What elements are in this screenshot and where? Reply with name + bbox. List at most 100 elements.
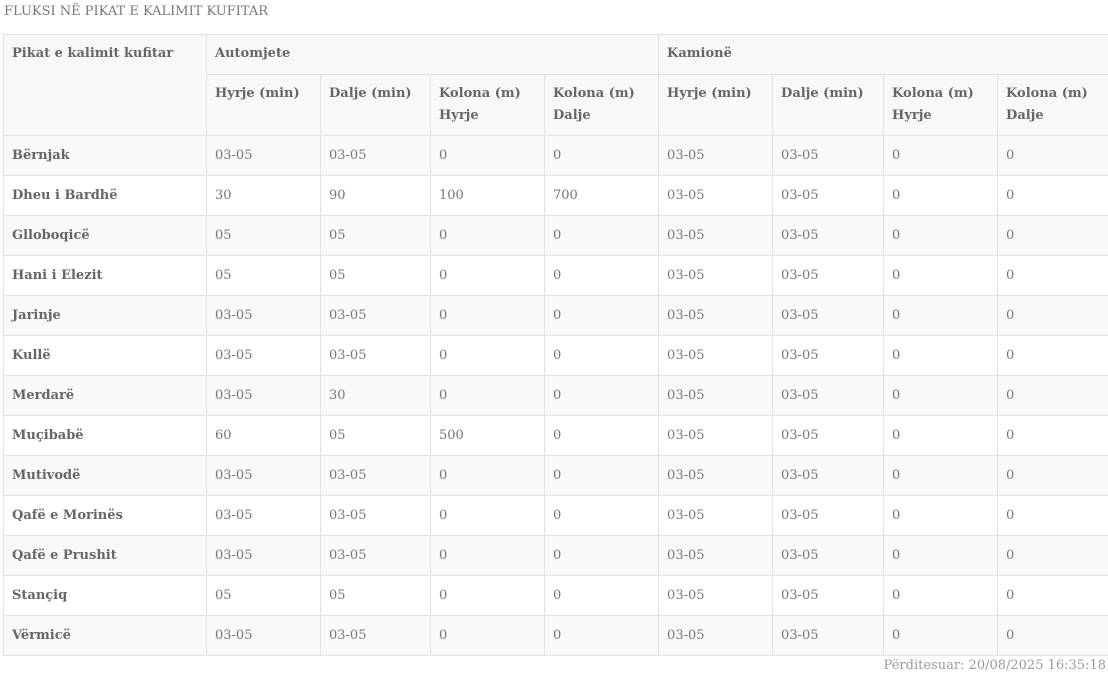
crossing-name: Stançiq xyxy=(3,575,207,616)
table-cell: 0 xyxy=(430,615,545,656)
table-cell: 03-05 xyxy=(320,335,431,376)
crossing-name: Mutivodë xyxy=(3,455,207,496)
table-cell: 0 xyxy=(997,255,1108,296)
table-cell: 0 xyxy=(543,495,660,536)
crossing-name: Vërmicë xyxy=(3,615,207,656)
table-cell: 0 xyxy=(883,215,999,256)
table-cell: 03-05 xyxy=(658,375,774,416)
table-cell: 0 xyxy=(543,335,660,376)
table-cell: 0 xyxy=(543,415,660,456)
table-cell: 0 xyxy=(430,575,545,616)
table-cell: 0 xyxy=(430,455,545,496)
table-cell: 0 xyxy=(997,335,1108,376)
table-cell: 03-05 xyxy=(658,255,774,296)
table-cell: 0 xyxy=(543,295,660,336)
table-cell: 05 xyxy=(320,255,431,296)
crossing-name: Muçibabë xyxy=(3,415,207,456)
crossing-name: Qafë e Morinës xyxy=(3,495,207,536)
table-cell: 03-05 xyxy=(658,455,774,496)
table-cell: 03-05 xyxy=(658,135,774,176)
table-cell: 30 xyxy=(206,175,321,216)
header-crossing-point: Pikat e kalimit kufitar xyxy=(3,34,207,136)
table-cell: 03-05 xyxy=(658,495,774,536)
table-cell: 0 xyxy=(997,215,1108,256)
table-cell: 0 xyxy=(997,295,1108,336)
column-header: Kolona (m) Hyrje xyxy=(883,74,999,136)
table-cell: 0 xyxy=(430,295,545,336)
crossing-name: Jarinje xyxy=(3,295,207,336)
header-row-groups: Pikat e kalimit kufitar Automjete Kamion… xyxy=(3,34,1108,136)
table-cell: 03-05 xyxy=(320,495,431,536)
table-row: Bërnjak 03-05 03-05 0 0 03-05 03-05 0 0 xyxy=(3,135,1108,176)
table-cell: 0 xyxy=(883,495,999,536)
crossing-name: Bërnjak xyxy=(3,135,207,176)
table-cell: 03-05 xyxy=(206,495,321,536)
table-cell: 03-05 xyxy=(658,335,774,376)
table-cell: 03-05 xyxy=(772,455,885,496)
table-cell: 05 xyxy=(320,415,431,456)
table-cell: 03-05 xyxy=(206,535,321,576)
table-cell: 03-05 xyxy=(772,175,885,216)
table-cell: 03-05 xyxy=(772,255,885,296)
table-cell: 03-05 xyxy=(658,535,774,576)
table-cell: 0 xyxy=(430,135,545,176)
table-cell: 03-05 xyxy=(206,295,321,336)
table-cell: 05 xyxy=(206,575,321,616)
table-cell: 0 xyxy=(997,415,1108,456)
table-cell: 0 xyxy=(883,255,999,296)
table-cell: 0 xyxy=(883,575,999,616)
table-cell: 03-05 xyxy=(772,535,885,576)
table-cell: 0 xyxy=(883,535,999,576)
crossing-name: Kullë xyxy=(3,335,207,376)
table-cell: 03-05 xyxy=(772,375,885,416)
table-cell: 03-05 xyxy=(772,495,885,536)
table-cell: 03-05 xyxy=(206,335,321,376)
table-cell: 03-05 xyxy=(658,295,774,336)
table-cell: 03-05 xyxy=(658,615,774,656)
table-row: Merdarë 03-05 30 0 0 03-05 03-05 0 0 xyxy=(3,375,1108,416)
table-row: Jarinje 03-05 03-05 0 0 03-05 03-05 0 0 xyxy=(3,295,1108,336)
table-cell: 30 xyxy=(320,375,431,416)
table-cell: 05 xyxy=(320,215,431,256)
table-cell: 03-05 xyxy=(658,575,774,616)
table-cell: 0 xyxy=(430,375,545,416)
table-cell: 0 xyxy=(543,455,660,496)
header-group-vehicles: Automjete xyxy=(205,34,660,75)
crossing-name: Merdarë xyxy=(3,375,207,416)
table-cell: 0 xyxy=(883,615,999,656)
column-header: Kolona (m) Dalje xyxy=(997,74,1108,136)
table-cell: 0 xyxy=(430,215,545,256)
table-cell: 03-05 xyxy=(206,615,321,656)
table-cell: 03-05 xyxy=(206,375,321,416)
column-header: Hyrje (min) xyxy=(658,74,774,136)
table-cell: 0 xyxy=(883,375,999,416)
table-cell: 0 xyxy=(430,255,545,296)
table-cell: 03-05 xyxy=(772,335,885,376)
crossing-name: Dheu i Bardhë xyxy=(3,175,207,216)
table-row: Muçibabë 60 05 500 0 03-05 03-05 0 0 xyxy=(3,415,1108,456)
table-cell: 03-05 xyxy=(772,215,885,256)
table-cell: 0 xyxy=(997,455,1108,496)
header-row-columns: Hyrje (min) Dalje (min) Kolona (m) Hyrje Ko… xyxy=(4,74,1108,136)
table-cell: 60 xyxy=(206,415,321,456)
table-cell: 0 xyxy=(997,175,1108,216)
column-header: Dalje (min) xyxy=(772,74,885,136)
column-header: Kolona (m) Hyrje xyxy=(430,74,545,136)
table-row: Mutivodë 03-05 03-05 0 0 03-05 03-05 0 0 xyxy=(3,455,1108,496)
table-cell: 0 xyxy=(430,335,545,376)
table-cell: 03-05 xyxy=(320,135,431,176)
table-cell: 0 xyxy=(543,535,660,576)
crossing-name: Hani i Elezit xyxy=(3,255,207,296)
table-cell: 03-05 xyxy=(320,535,431,576)
table-row: Stançiq 05 05 0 0 03-05 03-05 0 0 xyxy=(3,575,1108,616)
table-cell: 05 xyxy=(320,575,431,616)
table-row: Vërmicë 03-05 03-05 0 0 03-05 03-05 0 0 xyxy=(3,615,1108,656)
table-cell: 03-05 xyxy=(658,175,774,216)
table-row: Glloboqicë 05 05 0 0 03-05 03-05 0 0 xyxy=(3,215,1108,256)
table-cell: 03-05 xyxy=(320,455,431,496)
table-row: Dheu i Bardhë 30 90 100 700 03-05 03-05 0 0 xyxy=(3,175,1108,216)
table-cell: 0 xyxy=(883,335,999,376)
table-cell: 03-05 xyxy=(772,295,885,336)
page-title: FLUKSI NË PIKAT E KALIMIT KUFITAR xyxy=(4,4,269,19)
table-row: Kullë 03-05 03-05 0 0 03-05 03-05 0 0 xyxy=(3,335,1108,376)
